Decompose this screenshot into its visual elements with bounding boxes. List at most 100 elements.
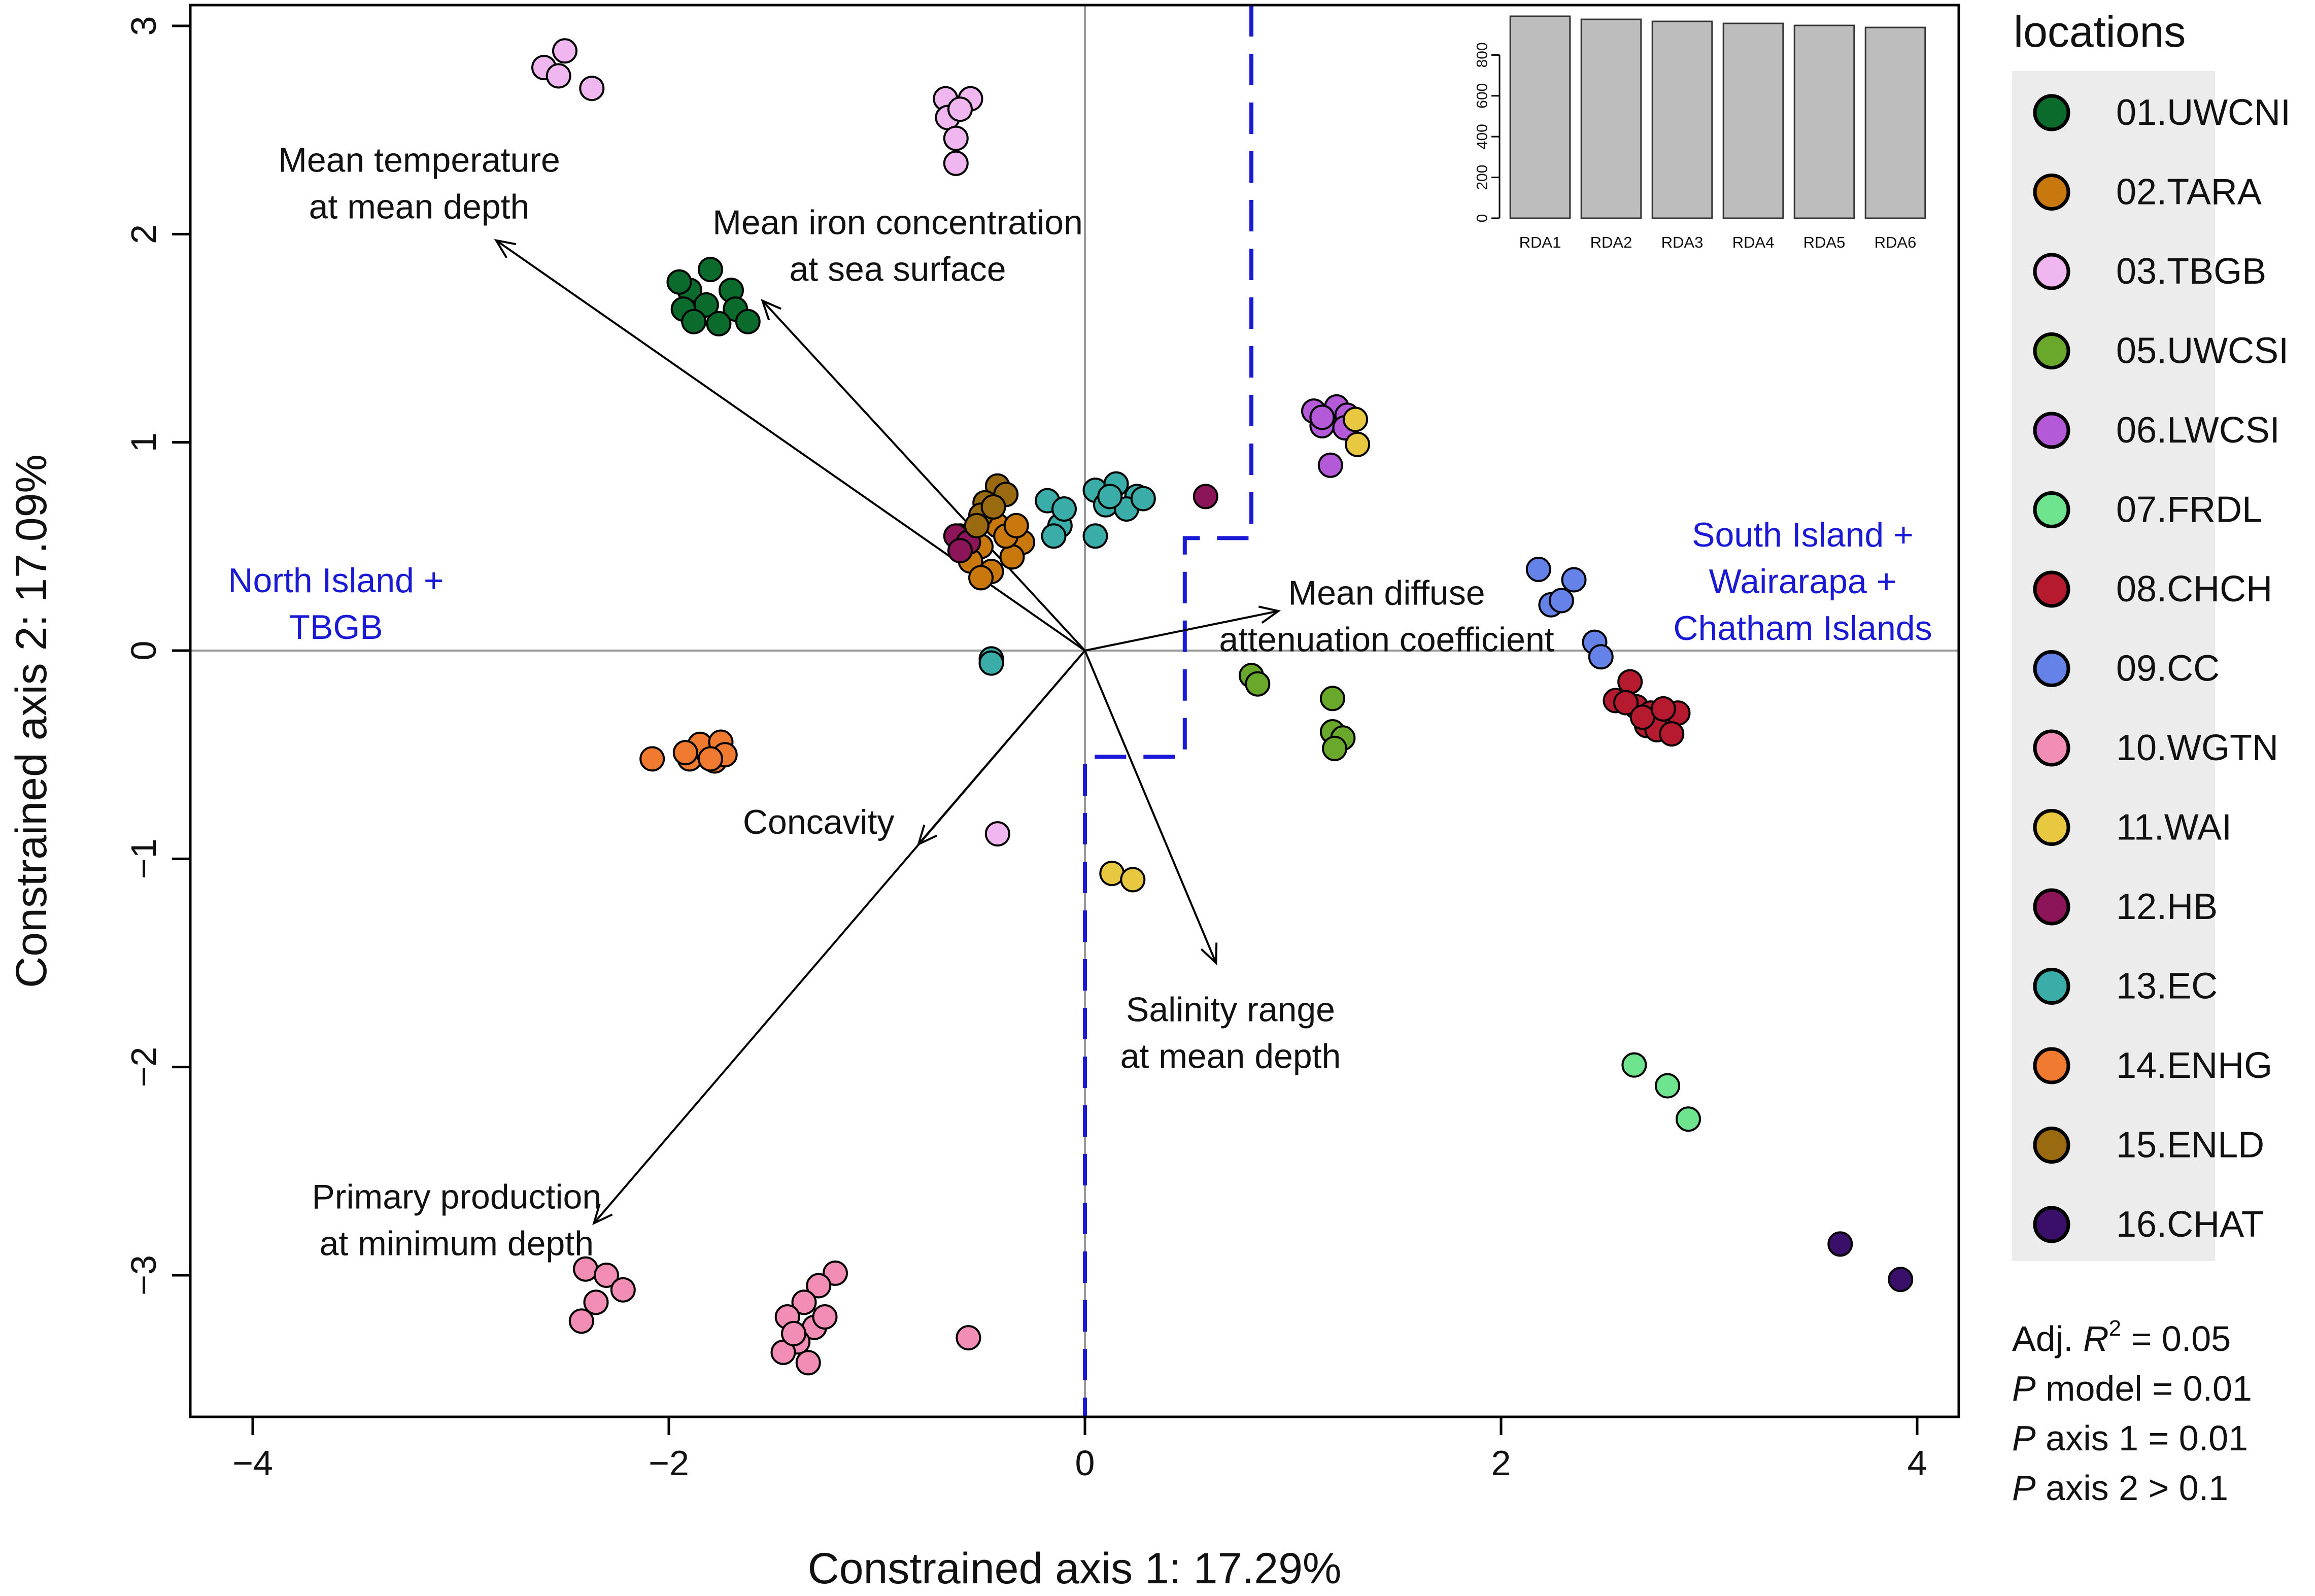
- legend-item-14.ENHG: 14.ENHG: [2033, 1045, 2272, 1086]
- legend-item-11.WAI: 11.WAI: [2033, 807, 2232, 848]
- point-13.EC: [1051, 496, 1077, 522]
- series-07.FRDL: [1621, 1052, 1701, 1132]
- vector-label-concavity: Concavity: [743, 803, 895, 841]
- legend-swatch: [2033, 94, 2070, 131]
- point-06.LWCSI: [1317, 452, 1343, 478]
- series-01.UWCNI: [666, 257, 761, 336]
- point-01.UWCNI: [735, 309, 761, 334]
- legend-label: 02.TARA: [2116, 172, 2262, 213]
- point-16.CHAT: [1827, 1231, 1853, 1257]
- region-label-2: South Island + Wairarapa + Chatham Islands: [1673, 516, 1932, 648]
- legend-item-08.CHCH: 08.CHCH: [2033, 569, 2272, 609]
- vector-arrow-salinity: [1084, 650, 1218, 966]
- point-13.EC: [978, 650, 1004, 676]
- point-13.EC: [1130, 486, 1156, 512]
- inset-bar-label-RDA5: RDA5: [1803, 233, 1846, 251]
- point-03.TBGB: [552, 38, 577, 64]
- legend-swatch: [2033, 1047, 2070, 1084]
- point-13.EC: [1041, 523, 1067, 549]
- legend-item-16.CHAT: 16.CHAT: [2033, 1204, 2264, 1245]
- legend-title: locations: [2014, 8, 2186, 56]
- point-02.TARA: [999, 544, 1025, 570]
- legend-swatch: [2033, 491, 2070, 528]
- point-10.WGTN: [610, 1277, 636, 1303]
- x-tick-label: −4: [232, 1443, 273, 1483]
- y-tick-label: −3: [124, 1255, 163, 1296]
- point-01.UWCNI: [706, 311, 732, 336]
- point-09.CC: [1588, 644, 1614, 670]
- series-15.ENLD: [964, 473, 1019, 538]
- point-08.CHCH: [1613, 690, 1639, 716]
- point-03.TBGB: [579, 76, 605, 101]
- legend-label: 07.FRDL: [2116, 490, 2262, 530]
- inset-y-tick-label: 200: [1474, 165, 1491, 190]
- legend-swatch: [2033, 729, 2070, 767]
- point-14.ENHG: [672, 740, 698, 766]
- inset-bar-RDA6: [1864, 26, 1926, 219]
- inset-y-tick-label: 400: [1474, 124, 1491, 149]
- point-09.CC: [1525, 557, 1551, 582]
- point-14.ENHG: [698, 746, 723, 772]
- legend-label: 15.ENLD: [2116, 1125, 2264, 1166]
- point-08.CHCH: [1659, 721, 1685, 747]
- series-09.CC: [1525, 557, 1614, 670]
- legend-swatch: [2033, 253, 2070, 290]
- legend-label: 13.EC: [2116, 966, 2218, 1007]
- point-10.WGTN: [806, 1273, 832, 1299]
- point-11.WAI: [1345, 431, 1371, 457]
- point-10.WGTN: [781, 1320, 806, 1346]
- point-13.EC: [1082, 523, 1108, 549]
- series-08.CHCH: [1603, 669, 1691, 747]
- point-10.WGTN: [823, 1260, 848, 1286]
- x-tick-label: 0: [1075, 1443, 1095, 1483]
- stat-line-2: P axis 1 = 0.01: [2012, 1418, 2248, 1458]
- vector-label-iron: Mean iron concentration at sea surface: [712, 203, 1083, 288]
- inset-y-tick-label: 600: [1474, 83, 1491, 109]
- stat-line-1: P model = 0.01: [2012, 1369, 2252, 1408]
- legend-swatch: [2033, 412, 2070, 449]
- point-15.ENLD: [980, 494, 1006, 520]
- point-10.WGTN: [791, 1289, 817, 1315]
- legend-swatch: [2033, 1206, 2070, 1243]
- y-tick-label: 3: [124, 16, 163, 36]
- vector-label-diffuse-attenuation: Mean diffuse attenuation coefficient: [1219, 574, 1554, 659]
- point-12.HB: [1193, 484, 1218, 510]
- inset-bar-RDA1: [1509, 15, 1571, 219]
- point-05.UWCSI: [1322, 735, 1347, 761]
- point-10.WGTN: [812, 1304, 838, 1330]
- vector-arrow-diffuse-attenuation: [1084, 605, 1281, 652]
- inset-bar-label-RDA3: RDA3: [1661, 233, 1704, 251]
- y-tick-label: 2: [124, 224, 163, 244]
- legend-label: 08.CHCH: [2116, 569, 2272, 609]
- point-07.FRDL: [1676, 1106, 1701, 1132]
- vector-arrow-iron: [761, 299, 1086, 652]
- legend-label: 03.TBGB: [2116, 251, 2266, 292]
- vector-label-primary-production: Primary production at minimum depth: [312, 1178, 601, 1263]
- legend-item-10.WGTN: 10.WGTN: [2033, 728, 2278, 768]
- inset-bar-RDA5: [1793, 24, 1855, 219]
- point-10.WGTN: [956, 1325, 981, 1351]
- y-tick-label: 0: [124, 641, 163, 661]
- series-13.EC: [978, 471, 1156, 676]
- point-11.WAI: [1120, 867, 1146, 893]
- point-03.TBGB: [943, 125, 969, 151]
- point-10.WGTN: [583, 1289, 609, 1315]
- point-15.ENLD: [964, 513, 990, 538]
- legend-label: 16.CHAT: [2116, 1204, 2264, 1245]
- point-03.TBGB: [984, 821, 1010, 847]
- inset-bar-RDA3: [1651, 20, 1713, 219]
- inset-y-tick-label: 800: [1474, 42, 1491, 67]
- point-07.FRDL: [1655, 1073, 1680, 1099]
- plot-frame: [189, 4, 1960, 1418]
- legend-item-09.CC: 09.CC: [2033, 649, 2220, 689]
- legend-swatch: [2033, 809, 2070, 846]
- legend-item-12.HB: 12.HB: [2033, 887, 2218, 927]
- point-10.WGTN: [594, 1263, 619, 1288]
- legend-item-13.EC: 13.EC: [2033, 966, 2218, 1007]
- point-08.CHCH: [1650, 696, 1676, 722]
- legend-swatch: [2033, 650, 2070, 687]
- point-05.UWCSI: [1245, 671, 1271, 697]
- legend-swatch: [2033, 888, 2070, 926]
- legend-label: 09.CC: [2116, 649, 2220, 689]
- inset-bar-label-RDA4: RDA4: [1732, 233, 1775, 251]
